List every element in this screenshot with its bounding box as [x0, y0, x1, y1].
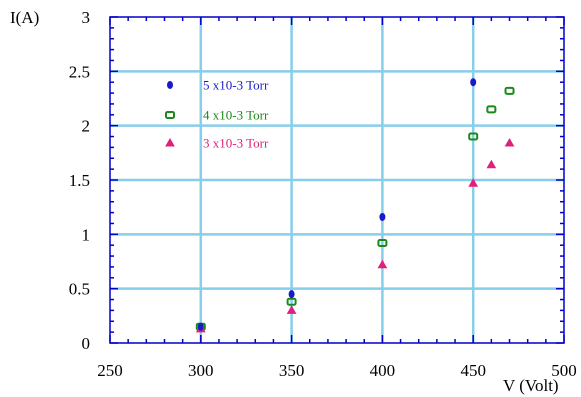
data-point	[470, 78, 477, 87]
legend-label: 4 x10-3 Torr	[203, 108, 269, 123]
data-point	[377, 259, 388, 269]
y-tick-label: 2.5	[69, 62, 90, 81]
data-point	[377, 239, 388, 248]
data-point	[504, 86, 515, 95]
legend-label: 3 x10-3 Torr	[203, 136, 269, 151]
y-tick-label: 1	[82, 225, 91, 244]
x-axis-title: V (Volt)	[503, 376, 559, 395]
legend: 5 x10-3 Torr 4 x10-3 Torr 3 x10-3 Torr	[165, 78, 269, 151]
legend-marker	[165, 111, 175, 119]
data-point	[288, 290, 295, 299]
y-tick-label: 1.5	[69, 171, 90, 190]
data-points	[195, 78, 515, 333]
y-tick-label: 3	[82, 8, 91, 27]
data-point	[286, 297, 297, 306]
x-tick-label: 450	[460, 361, 486, 380]
tick-labels: 250 300 350 400 450 500 0 0.5 1 1.5 2 2.5 3	[69, 8, 577, 380]
legend-marker	[167, 81, 173, 89]
data-point	[379, 212, 386, 221]
data-point	[486, 159, 497, 169]
y-tick-label: 2	[82, 117, 91, 136]
x-tick-label: 350	[279, 361, 305, 380]
data-point	[197, 322, 204, 331]
legend-label: 5 x10-3 Torr	[203, 78, 269, 93]
data-point	[486, 105, 497, 114]
data-point	[468, 132, 479, 141]
legend-marker	[165, 137, 175, 147]
y-tick-label: 0	[82, 334, 91, 353]
grid	[110, 17, 564, 343]
data-point	[286, 305, 297, 314]
data-point	[468, 178, 479, 187]
y-axis-title: I(A)	[10, 8, 39, 27]
x-tick-label: 300	[188, 361, 214, 380]
x-tick-label: 400	[370, 361, 396, 380]
y-tick-label: 0.5	[69, 280, 90, 299]
data-point	[504, 138, 515, 147]
x-tick-label: 250	[97, 361, 123, 380]
plot-frame	[109, 16, 565, 344]
x-tick-label: 500	[551, 361, 577, 380]
